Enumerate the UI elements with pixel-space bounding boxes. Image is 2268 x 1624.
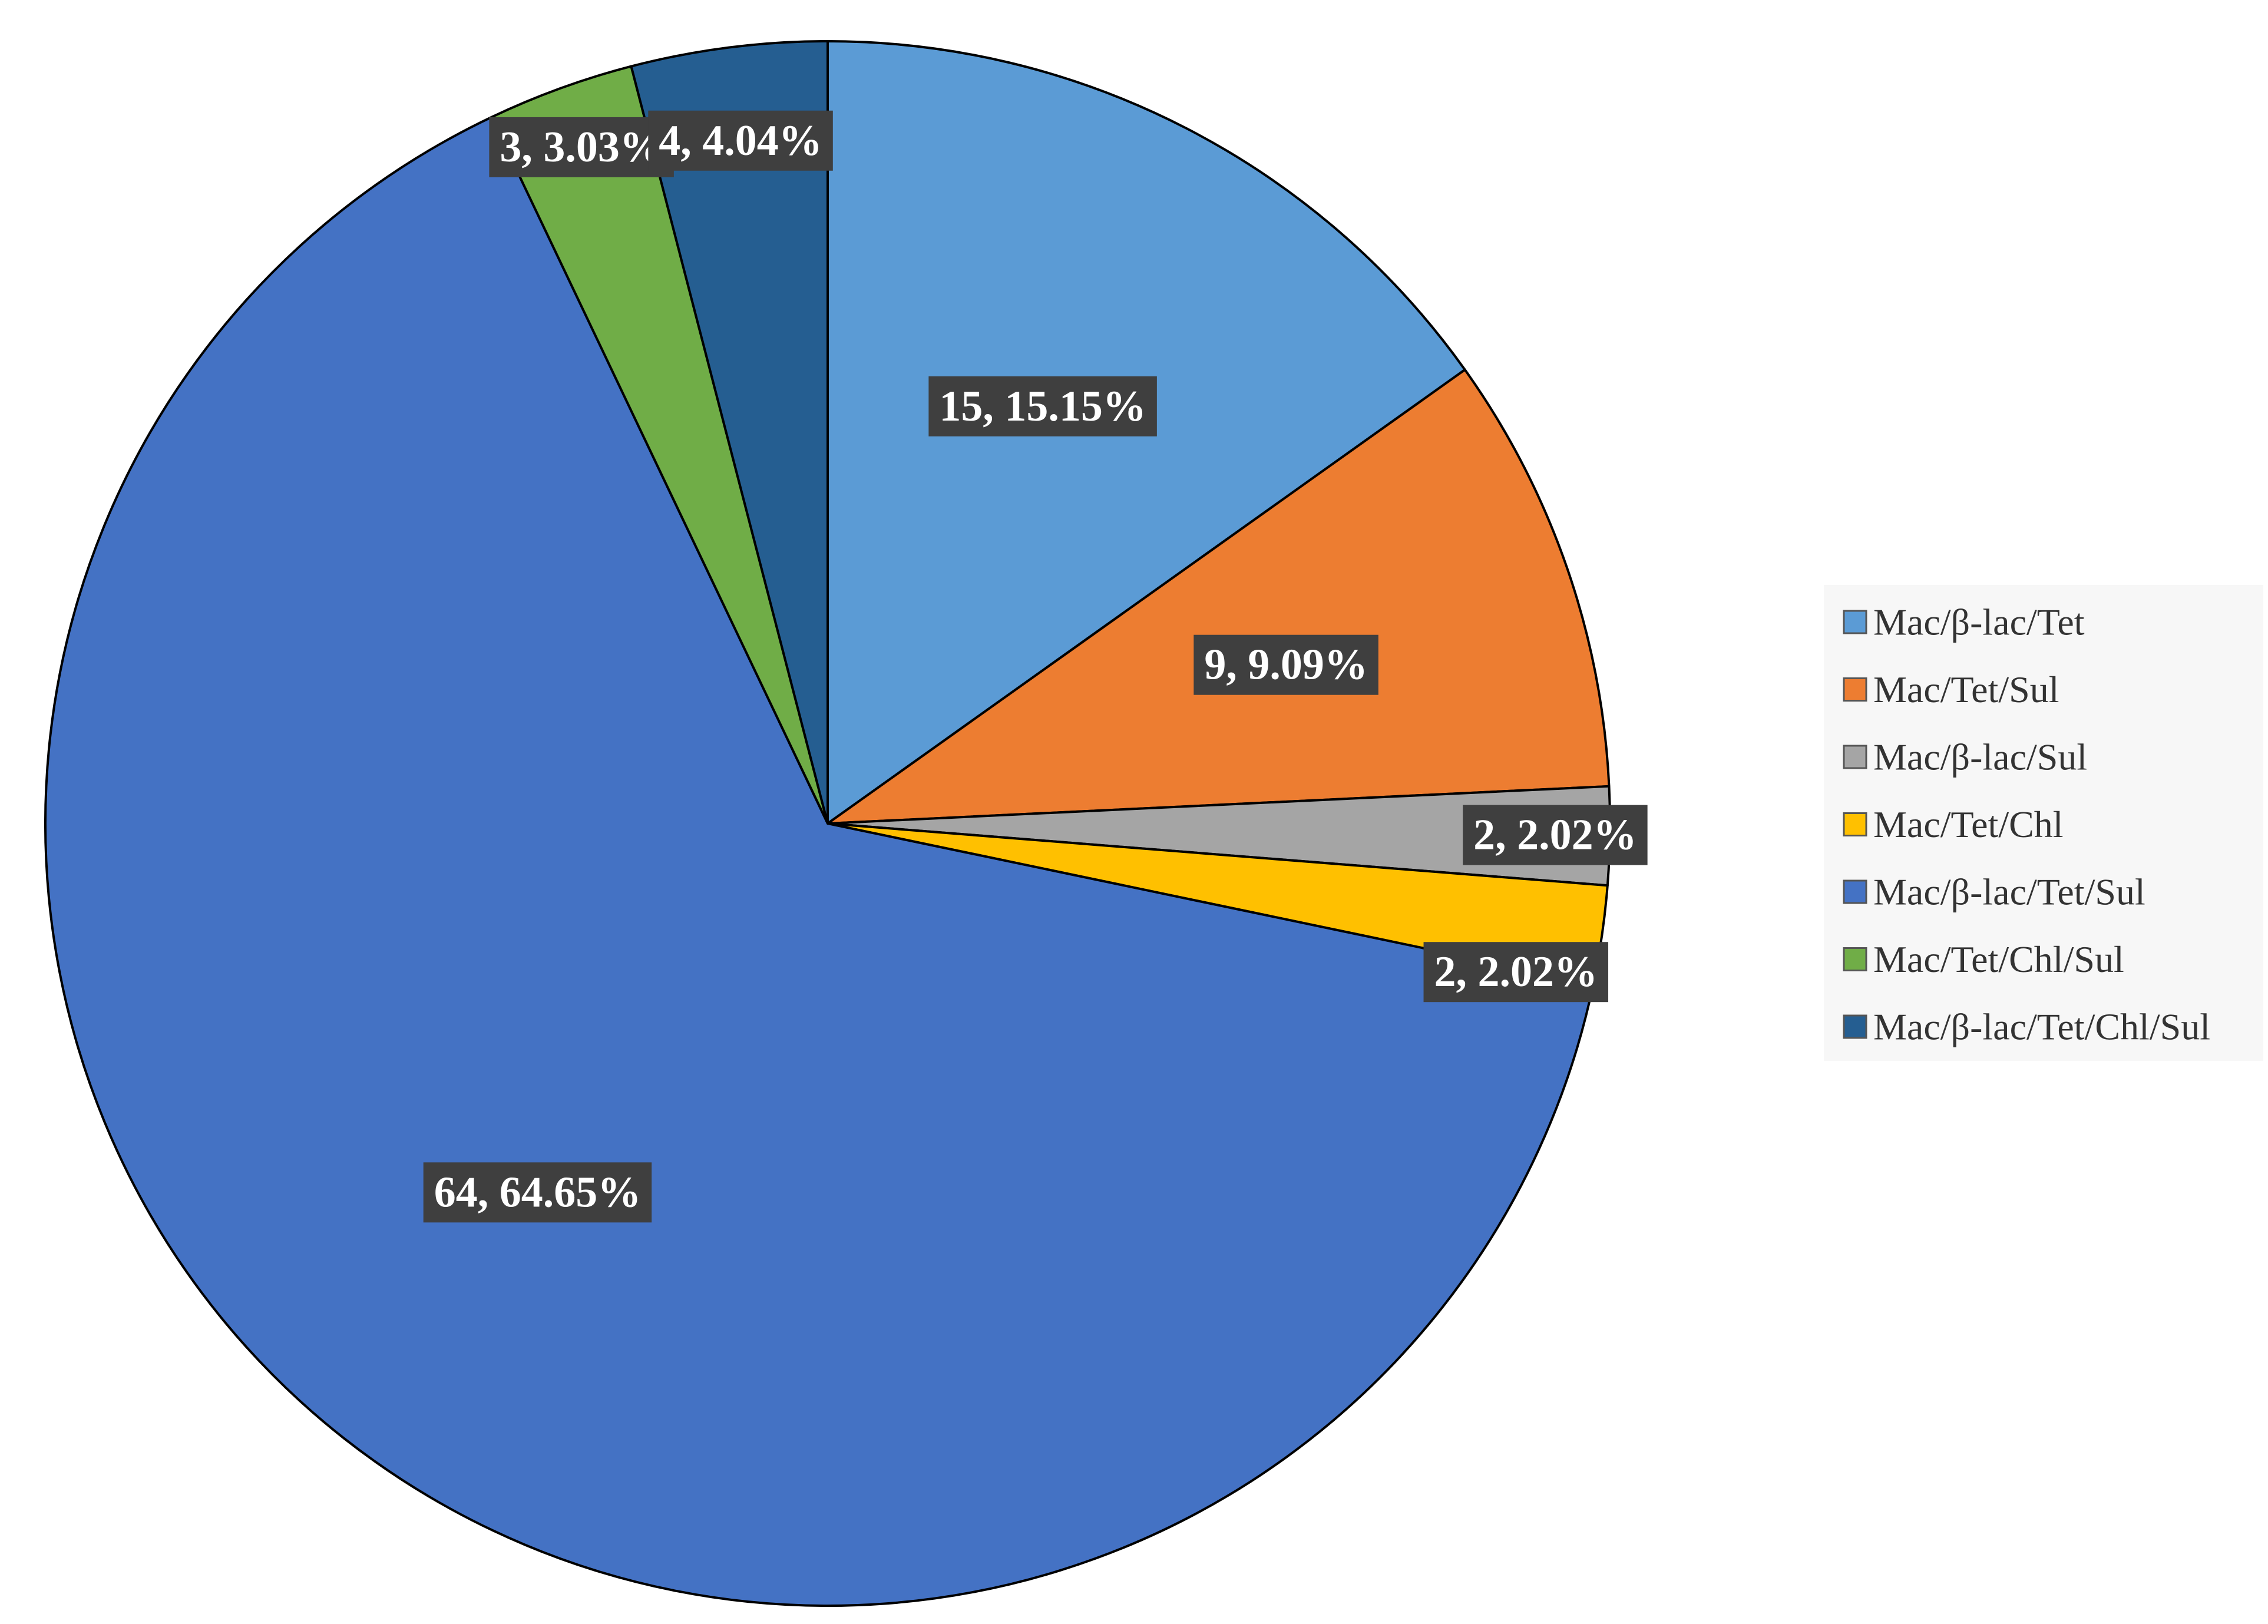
legend-item-mac-tet-sul: Mac/Tet/Sul (1843, 669, 2059, 710)
legend-swatch (1843, 677, 1867, 702)
pie-data-labels: 15, 15.15% 9, 9.09% 2, 2.02% 2, 2.02% 64, 64… (423, 110, 1648, 1223)
data-label-box (423, 1162, 652, 1223)
data-label-mac-tet-sul: 9, 9.09% (1193, 634, 1378, 695)
legend-item-mac-beta-lac-tet-chl-sul: Mac/β-lac/Tet/Chl/Sul (1843, 1006, 2210, 1048)
legend-label: Mac/β-lac/Tet (1873, 601, 2085, 643)
legend-item-mac-tet-chl-sul: Mac/Tet/Chl/Sul (1843, 938, 2124, 980)
data-label-box (1423, 942, 1609, 1003)
legend-item-mac-tet-chl: Mac/Tet/Chl (1843, 803, 2064, 845)
data-label-mac-beta-lac-tet-sul: 64, 64.65% (423, 1162, 652, 1223)
legend-item-mac-beta-lac-tet: Mac/β-lac/Tet (1843, 601, 2085, 643)
data-label-box (648, 110, 833, 171)
legend-swatch (1843, 610, 1867, 634)
data-label-text: 4, 4.04% (659, 117, 822, 165)
data-label-text: 2, 2.02% (1473, 811, 1637, 859)
data-label-box (489, 117, 674, 177)
data-label-text: 64, 64.65% (434, 1168, 642, 1216)
legend-swatch (1843, 745, 1867, 769)
legend-label: Mac/Tet/Chl/Sul (1873, 938, 2124, 980)
data-label-mac-tet-chl: 2, 2.02% (1423, 942, 1609, 1003)
data-label-text: 9, 9.09% (1204, 641, 1368, 689)
pie-slice-mac-beta-lac-tet-sul (44, 115, 1595, 1607)
chart-legend: Mac/β-lac/Tet Mac/Tet/Sul Mac/β-lac/Sul Mac… (1824, 585, 2263, 1061)
data-label-text: 2, 2.02% (1434, 948, 1598, 996)
legend-label: Mac/β-lac/Sul (1873, 736, 2087, 778)
pie-slices (44, 40, 1611, 1607)
data-label-mac-beta-lac-tet-chl-sul: 4, 4.04% (648, 110, 833, 171)
legend-swatch (1843, 947, 1867, 971)
pie-slice-mac-tet-chl-sul (490, 65, 829, 825)
data-label-box (1463, 805, 1648, 865)
data-label-mac-beta-lac-sul: 2, 2.02% (1463, 805, 1648, 865)
legend-label: Mac/Tet/Sul (1873, 669, 2059, 710)
legend-swatch (1843, 812, 1867, 836)
legend-swatch (1843, 879, 1867, 904)
data-label-mac-tet-chl-sul: 3, 3.03% (489, 117, 674, 177)
legend-swatch (1843, 1014, 1867, 1039)
legend-label: Mac/β-lac/Tet/Sul (1873, 871, 2145, 913)
legend-item-mac-beta-lac-sul: Mac/β-lac/Sul (1843, 736, 2087, 778)
data-label-mac-beta-lac-tet: 15, 15.15% (928, 376, 1157, 436)
legend-label: Mac/β-lac/Tet/Chl/Sul (1873, 1006, 2210, 1048)
pie-slice-mac-beta-lac-tet-chl-sul (630, 40, 829, 825)
legend-background (1824, 585, 2263, 1061)
data-label-box (928, 376, 1157, 436)
data-label-text: 3, 3.03% (500, 123, 663, 171)
legend-item-mac-beta-lac-tet-sul: Mac/β-lac/Tet/Sul (1843, 871, 2145, 913)
data-label-text: 15, 15.15% (939, 382, 1146, 431)
data-label-box (1193, 634, 1378, 695)
pie-slice-mac-tet-sul (826, 368, 1611, 825)
legend-label: Mac/Tet/Chl (1873, 803, 2064, 845)
